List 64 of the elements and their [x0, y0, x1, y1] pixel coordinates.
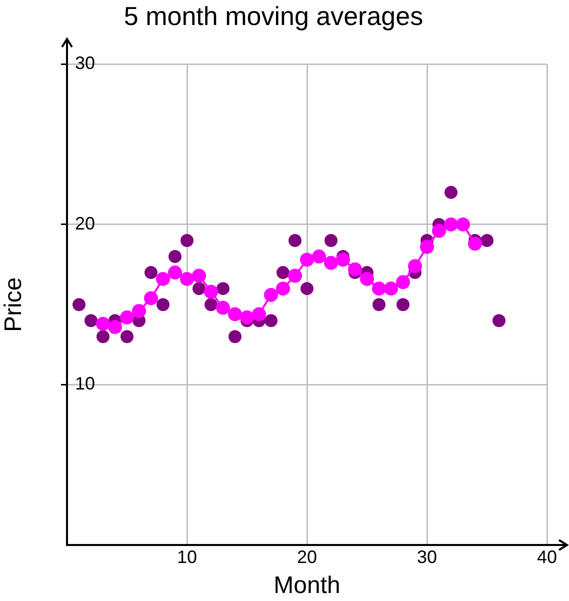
point [432, 224, 446, 238]
point [276, 266, 290, 280]
point [168, 266, 182, 280]
point [396, 275, 410, 290]
point [108, 320, 122, 334]
point [444, 186, 458, 199]
y-tick-label: 10 [75, 374, 96, 394]
point [228, 307, 242, 322]
point [132, 304, 146, 318]
point [252, 307, 266, 322]
point [288, 234, 302, 247]
x-tick-label: 10 [176, 546, 198, 567]
y-axis-title: Price [0, 277, 28, 332]
point [144, 266, 158, 280]
point [276, 282, 290, 296]
point [216, 282, 230, 296]
point [456, 217, 470, 232]
point [264, 288, 278, 302]
point [492, 314, 506, 328]
point [120, 310, 134, 324]
x-axis-title: Month [274, 572, 340, 600]
point [444, 217, 458, 232]
point [300, 282, 314, 296]
point [156, 298, 170, 312]
point [96, 330, 110, 344]
point [372, 282, 386, 296]
point [348, 262, 362, 276]
point [156, 272, 170, 286]
point [192, 282, 206, 296]
point [240, 310, 254, 324]
x-tick-label: 30 [416, 546, 438, 567]
point [120, 330, 134, 344]
point [336, 252, 350, 267]
x-tick-label: 20 [296, 546, 318, 567]
point [384, 282, 398, 296]
point [372, 298, 386, 312]
point [300, 252, 314, 267]
point [96, 316, 110, 331]
point [216, 300, 230, 315]
point [180, 272, 194, 286]
point [468, 236, 482, 251]
point [192, 268, 206, 283]
point [360, 272, 374, 286]
point [168, 250, 182, 264]
x-tick-label: 40 [536, 546, 558, 567]
y-tick-label: 30 [75, 53, 96, 74]
point [324, 256, 338, 270]
chart-title: 5 month moving averages [124, 0, 424, 31]
point [480, 234, 494, 247]
point [420, 240, 434, 254]
point [144, 291, 158, 306]
point [84, 314, 98, 328]
point [288, 268, 302, 283]
point [204, 284, 218, 299]
point [72, 298, 86, 312]
point [396, 298, 410, 312]
point [324, 234, 338, 247]
point [312, 250, 326, 264]
y-tick-label: 20 [75, 213, 96, 234]
point [264, 314, 278, 328]
point [180, 234, 194, 247]
point [228, 330, 242, 344]
point [408, 259, 422, 274]
point [204, 298, 218, 312]
